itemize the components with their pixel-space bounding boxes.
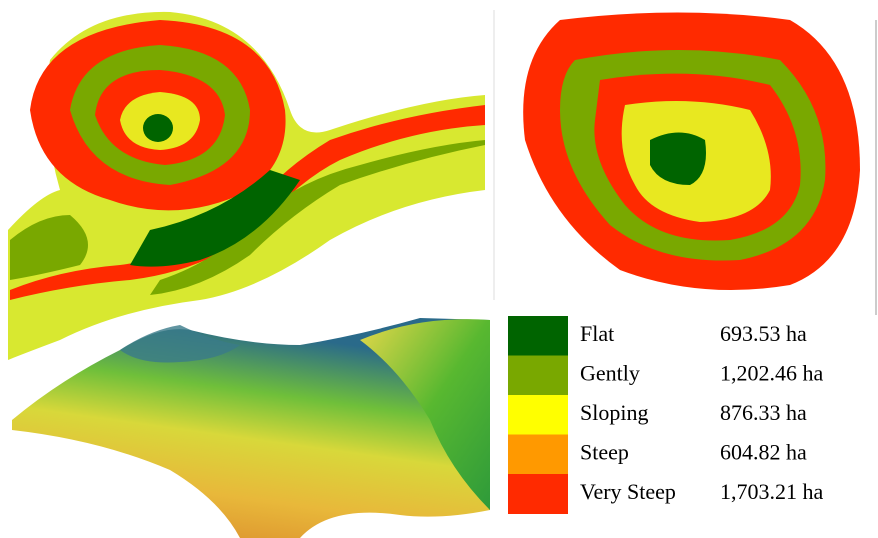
legend-area: 1,703.21 ha: [720, 479, 824, 504]
legend-label: Very Steep: [580, 479, 676, 504]
legend-label: Sloping: [580, 400, 648, 425]
legend-swatch: [508, 474, 568, 514]
legend-area: 1,202.46 ha: [720, 360, 824, 385]
legend-swatch: [508, 316, 568, 356]
terrain-3d: [12, 318, 490, 538]
figure: Flat 693.53 ha Gently 1,202.46 ha Sloping 876…: [0, 0, 878, 538]
legend-swatch: [508, 356, 568, 396]
legend-label: Gently: [580, 360, 640, 385]
legend: Flat 693.53 ha Gently 1,202.46 ha Sloping 876…: [508, 316, 824, 514]
legend-swatch: [508, 395, 568, 435]
legend-area: 604.82 ha: [720, 439, 807, 464]
legend-area: 693.53 ha: [720, 321, 807, 346]
legend-area: 876.33 ha: [720, 400, 807, 425]
legend-swatch: [508, 435, 568, 475]
slope-map-right: [494, 10, 876, 315]
page: {"legend": {"items": [ {"label": "Flat",…: [0, 0, 878, 538]
slope-map-left: [8, 12, 485, 360]
legend-label: Flat: [580, 321, 614, 346]
legend-label: Steep: [580, 439, 629, 464]
